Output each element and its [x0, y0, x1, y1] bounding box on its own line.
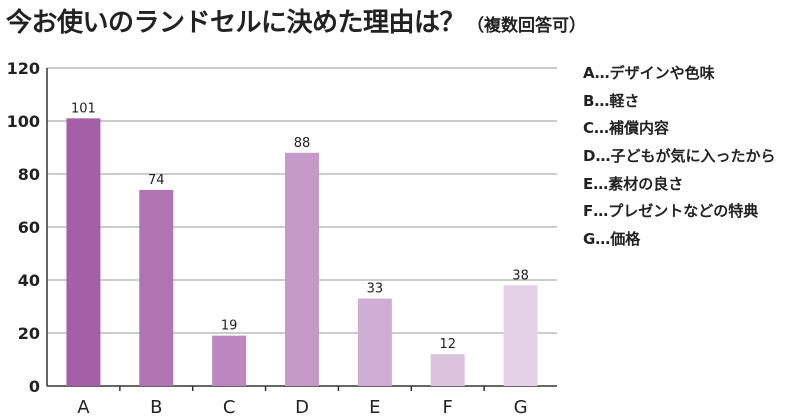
- legend-item-c: C…補償内容: [583, 119, 670, 138]
- x-tick-label: B: [150, 397, 162, 418]
- y-tick-label: 0: [29, 377, 40, 396]
- data-label: 88: [294, 136, 311, 151]
- y-tick-label: 80: [18, 165, 40, 184]
- legend-item-a: A…デザインや色味: [583, 64, 715, 82]
- data-label: 38: [512, 268, 529, 283]
- bar-c: [212, 335, 247, 386]
- bar-f: [430, 354, 465, 386]
- bar-b: [139, 189, 174, 386]
- chart-title: 今お使いのランドセルに決めた理由は？ （複数回答可）: [6, 2, 586, 38]
- data-label: 19: [221, 319, 238, 334]
- data-label: 101: [71, 101, 96, 116]
- data-label: 12: [439, 337, 456, 352]
- legend-item-d: D…子どもが気に入ったから: [583, 147, 776, 166]
- legend-item-g: G…価格: [583, 230, 641, 249]
- bar-d: [285, 152, 319, 386]
- data-label: 33: [367, 282, 384, 297]
- y-tick-label: 60: [18, 218, 40, 237]
- x-tick-label: G: [514, 397, 528, 418]
- x-tick-label: F: [443, 397, 453, 418]
- data-label: 74: [148, 173, 165, 188]
- x-tick-label: C: [223, 397, 236, 418]
- legend-item-e: E…素材の良さ: [583, 174, 684, 193]
- y-tick-label: 20: [18, 324, 40, 343]
- legend-item-f: F…プレゼントなどの特典: [583, 202, 759, 221]
- bar-g: [503, 285, 538, 386]
- y-tick-label: 40: [18, 271, 40, 290]
- bar-a: [66, 118, 101, 386]
- legend: A…デザインや色味 B…軽さ C…補償内容 D…子どもが気に入ったから E…素材…: [583, 60, 775, 254]
- title-main: 今お使いのランドセルに決めた理由は？: [6, 8, 466, 38]
- x-tick-label: A: [77, 397, 90, 418]
- title-note: （複数回答可）: [467, 16, 587, 36]
- legend-item-b: B…軽さ: [583, 91, 640, 110]
- y-tick-label: 100: [7, 112, 40, 131]
- x-tick-label: D: [295, 397, 309, 418]
- bar-e: [357, 298, 392, 386]
- y-tick-label: 120: [7, 59, 40, 78]
- x-tick-label: E: [369, 397, 380, 418]
